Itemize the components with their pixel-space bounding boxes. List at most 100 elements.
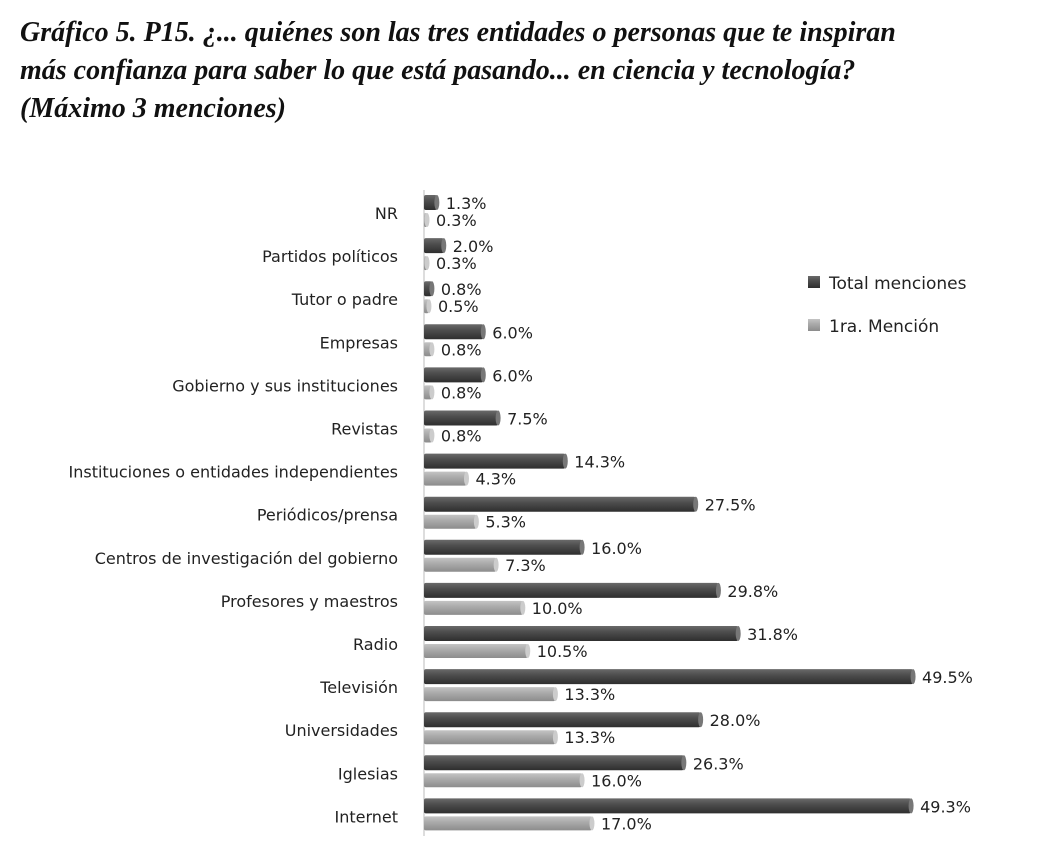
category-label: Partidos políticos [262, 247, 398, 266]
bar-cap [480, 324, 486, 340]
legend-swatch-first [808, 319, 820, 331]
data-label-total: 6.0% [492, 323, 533, 342]
bar-cap [480, 367, 486, 383]
bar-primera-mencion [424, 687, 556, 702]
category-label: Gobierno y sus instituciones [172, 376, 398, 395]
category-label: Periódicos/prensa [257, 506, 398, 525]
category-label: Iglesias [338, 764, 398, 783]
category-label: Empresas [320, 333, 398, 352]
bar-primera-mencion [424, 816, 592, 831]
bar-cap [908, 798, 914, 814]
legend-swatch-total [808, 276, 820, 288]
bar-cap [429, 281, 435, 297]
data-label-total: 6.0% [492, 366, 533, 385]
data-label-first: 13.3% [564, 685, 615, 704]
bar-total-menciones [424, 582, 719, 598]
bar-cap [715, 582, 721, 598]
bar-cap [434, 195, 440, 210]
bar-cap [429, 342, 435, 357]
bar-cap [562, 453, 568, 469]
bar-cap [552, 687, 558, 702]
bar-total-menciones [424, 626, 739, 641]
bar-primera-mencion [424, 471, 467, 486]
bar-primera-mencion [424, 730, 556, 745]
bar-cap [579, 539, 585, 555]
data-label-first: 10.5% [537, 642, 588, 661]
data-label-total: 26.3% [693, 754, 744, 773]
category-label: Centros de investigación del gobierno [95, 549, 398, 568]
data-label-first: 4.3% [475, 470, 516, 489]
bar-cap [735, 626, 741, 641]
category-label: Televisión [319, 678, 398, 697]
category-label: Tutor o padre [291, 290, 398, 309]
bar-cap [429, 428, 435, 443]
category-label: NR [375, 204, 398, 223]
data-label-first: 13.3% [564, 728, 615, 747]
title-line-1: Gráfico 5. P15. ¿... quiénes son las tre… [20, 17, 896, 48]
data-label-total: 27.5% [705, 496, 756, 515]
legend-label-total: Total menciones [828, 274, 967, 294]
data-label-first: 0.3% [436, 254, 477, 273]
bar-total-menciones [424, 410, 499, 426]
bar-total-menciones [424, 712, 701, 728]
data-label-first: 10.0% [532, 599, 583, 618]
data-label-total: 28.0% [710, 711, 761, 730]
category-label: Revistas [331, 420, 398, 439]
data-label-first: 17.0% [601, 814, 652, 833]
bar-total-menciones [424, 238, 444, 254]
category-label: Universidades [285, 721, 398, 740]
title-line-3: (Máximo 3 menciones) [20, 93, 286, 124]
bar-total-menciones [424, 496, 696, 512]
data-label-first: 0.8% [441, 383, 482, 402]
bar-total-menciones [424, 453, 566, 469]
bar-cap [426, 299, 432, 314]
data-label-first: 16.0% [591, 771, 642, 790]
data-label-first: 0.8% [441, 340, 482, 359]
bar-primera-mencion [424, 600, 523, 615]
bar-cap [495, 410, 501, 426]
bar-cap [525, 644, 531, 658]
legend: Total menciones 1ra. Mención [808, 274, 967, 337]
data-label-total: 1.3% [446, 194, 487, 213]
bar-cap [552, 730, 558, 745]
bar-cap [681, 755, 687, 771]
bar-total-menciones [424, 669, 914, 685]
data-label-first: 0.3% [436, 211, 477, 230]
data-label-total: 49.3% [920, 797, 971, 816]
bar-primera-mencion [424, 644, 528, 658]
bar-primera-mencion [424, 557, 497, 572]
category-label: Profesores y maestros [221, 592, 398, 611]
data-label-total: 31.8% [747, 625, 798, 644]
bar-total-menciones [424, 324, 484, 340]
bar-cap [693, 496, 699, 512]
bar-cap [520, 600, 526, 615]
legend-label-first: 1ra. Mención [829, 317, 939, 337]
bar-cap [424, 256, 430, 271]
data-label-first: 5.3% [485, 513, 526, 532]
bar-primera-mencion [424, 773, 583, 788]
bar-total-menciones [424, 798, 912, 814]
chart-title: Gráfico 5. P15. ¿... quiénes son las tre… [20, 14, 1030, 128]
data-label-total: 49.5% [922, 668, 973, 687]
bar-primera-mencion [424, 514, 477, 529]
category-label: Internet [334, 807, 398, 826]
bar-cap [429, 385, 435, 400]
category-label: Instituciones o entidades independientes [69, 463, 399, 482]
bar-cap [441, 238, 447, 254]
data-label-first: 0.5% [438, 297, 479, 316]
bar-cap [589, 816, 595, 831]
bar-total-menciones [424, 195, 437, 210]
data-label-first: 0.8% [441, 427, 482, 446]
data-label-total: 14.3% [574, 453, 625, 472]
data-label-total: 2.0% [453, 237, 494, 256]
bar-cap [579, 773, 585, 788]
data-label-total: 16.0% [591, 539, 642, 558]
bar-cap [698, 712, 704, 728]
bar-cap [473, 514, 479, 529]
data-label-total: 29.8% [727, 582, 778, 601]
bar-cap [424, 213, 430, 227]
data-label-total: 0.8% [441, 280, 482, 299]
data-label-first: 7.3% [505, 556, 546, 575]
category-label: Radio [353, 635, 398, 654]
